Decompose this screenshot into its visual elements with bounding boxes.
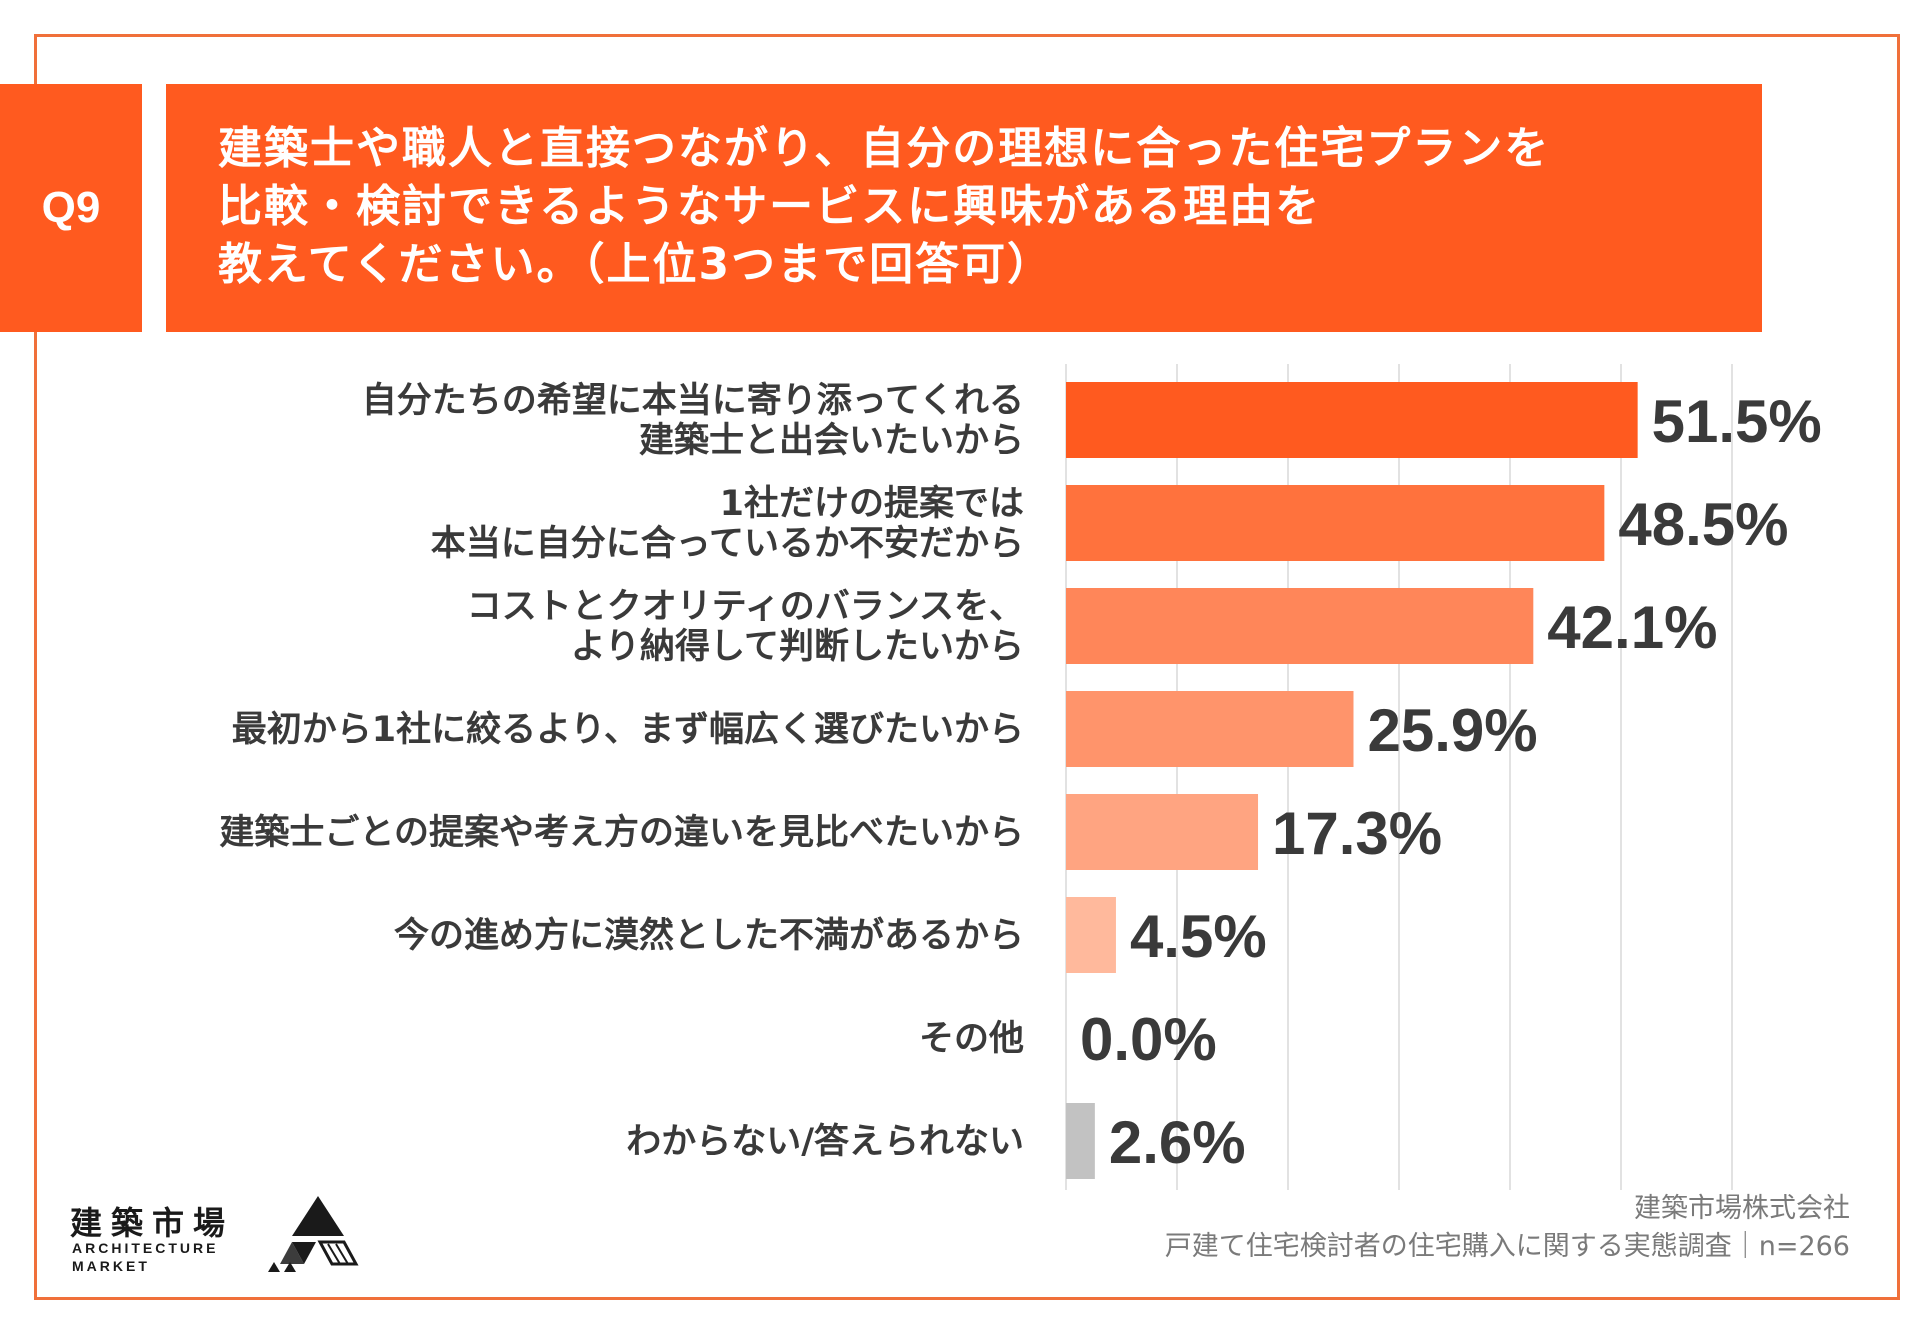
survey-description: 戸建て住宅検討者の住宅購入に関する実態調査｜n=266 xyxy=(1164,1231,1850,1262)
company-name: 建築市場株式会社 xyxy=(1634,1193,1850,1224)
value-label: 51.5% xyxy=(1652,388,1822,455)
bars xyxy=(1066,382,1638,1179)
title-line: 建築士や職人と直接つながり、自分の理想に合った住宅プランを xyxy=(218,123,1551,174)
company-logo: 建築市場 ARCHITECTURE MARKET xyxy=(70,1196,380,1278)
value-label: 17.3% xyxy=(1272,800,1442,867)
bar xyxy=(1066,588,1534,664)
logo-english-line1: ARCHITECTURE xyxy=(72,1240,219,1256)
bar xyxy=(1066,485,1605,561)
category-label: 建築士ごとの提案や考え方の違いを見比べたいから xyxy=(219,813,1024,853)
value-labels: 51.5% 48.5% 42.1%25.9% 17.3%4.5% 0.0% 2.6% xyxy=(1080,388,1822,1176)
category-label: 1社だけの提案では xyxy=(720,484,1024,524)
category-label: 建築士と出会いたいから xyxy=(639,421,1024,461)
bar xyxy=(1066,794,1259,870)
source-note: 建築市場株式会社 戸建て住宅検討者の住宅購入に関する実態調査｜n=266 xyxy=(1165,1190,1850,1266)
triangle-logo-icon xyxy=(268,1196,359,1272)
category-label: より納得して判断したいから xyxy=(571,627,1024,667)
value-label: 48.5% xyxy=(1618,491,1788,558)
category-label: 最初から1社に絞るより、まず幅広く選びたいから xyxy=(232,710,1024,750)
bar xyxy=(1066,1103,1095,1179)
category-label: 自分たちの希望に本当に寄り添ってくれる xyxy=(362,381,1024,421)
bar xyxy=(1066,382,1638,458)
value-label: 25.9% xyxy=(1367,697,1537,764)
value-label: 4.5% xyxy=(1130,903,1267,970)
logo-english-line2: MARKET xyxy=(72,1258,150,1274)
category-label: その他 xyxy=(919,1019,1024,1059)
question-number: Q9 xyxy=(0,84,142,332)
value-label: 0.0% xyxy=(1080,1006,1217,1073)
outer-frame xyxy=(34,34,1900,1300)
category-label: わからない/答えられない xyxy=(626,1122,1024,1162)
value-label: 2.6% xyxy=(1109,1109,1246,1176)
title-line: 教えてください。（上位3つまで回答可） xyxy=(218,239,1054,290)
category-label: 本当に自分に合っているか不安だから xyxy=(431,524,1024,564)
bar xyxy=(1066,691,1354,767)
question-title: 建築士や職人と直接つながり、自分の理想に合った住宅プランを 比較・検討できるよう… xyxy=(166,84,1762,332)
bar xyxy=(1066,897,1116,973)
category-label: 今の進め方に漠然とした不満があるから xyxy=(394,915,1024,956)
logo-japanese: 建築市場 xyxy=(70,1204,235,1242)
category-label: コストとクオリティのバランスを、 xyxy=(467,587,1024,627)
value-label: 42.1% xyxy=(1547,594,1717,661)
title-line: 比較・検討できるようなサービスに興味がある理由を xyxy=(218,181,1322,232)
